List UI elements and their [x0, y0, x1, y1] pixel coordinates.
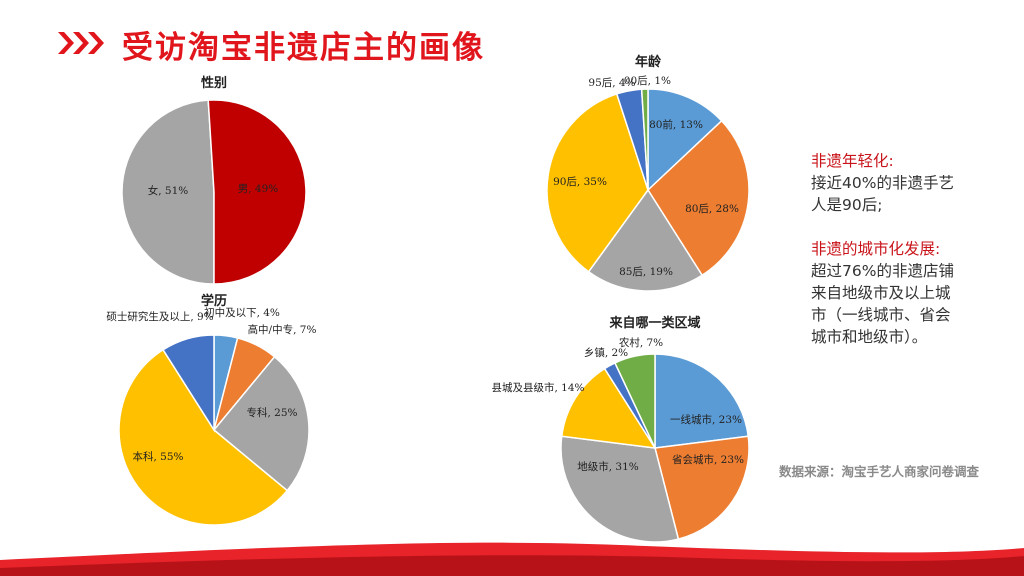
- pie-0: 男, 49% 女, 51%: [121, 99, 307, 285]
- pie-slice: [560, 435, 680, 543]
- pie-2: 初中及以下, 4% 高中/中专, 7% 专科, 25% 本科, 55% 硕士研究生及以上…: [106, 306, 317, 526]
- pie-slice: [647, 88, 723, 192]
- pie-slice: [212, 355, 310, 492]
- pie-slice: [587, 188, 704, 292]
- pie-1: 80前, 13% 80后, 28% 85后, 19% 90后, 35% 95后, 4%0…: [546, 75, 750, 292]
- slice-label: 农村, 7%: [619, 336, 663, 349]
- note-urban-line: 市（一线城市、省会: [811, 306, 951, 324]
- slice-label: 高中/中专, 7%: [248, 323, 317, 336]
- pie-slice: [121, 99, 215, 285]
- slice-label: 地级市, 31%: [577, 460, 639, 473]
- data-source-note: 数据来源：淘宝手艺人商家问卷调查: [779, 464, 980, 479]
- pie-slice: [162, 334, 215, 433]
- slice-label: 一线城市, 23%: [670, 413, 742, 426]
- pie-slice: [654, 435, 750, 540]
- education-chart-title: 学历: [200, 294, 228, 309]
- slice-label: 00后, 1%: [624, 75, 671, 87]
- pie-3: 一线城市, 23% 省会城市, 23% 地级市, 31% 县城及县级市, 14% 乡镇,…: [491, 336, 750, 543]
- slice-label: 初中及以下, 4%: [204, 306, 280, 319]
- slice-label: 本科, 55%: [132, 450, 183, 463]
- note-youth-line: 人是90后;: [811, 196, 883, 214]
- note-urban-line: 来自地级市及以上城: [811, 284, 951, 302]
- pie-slice: [118, 348, 289, 526]
- slice-label: 80前, 13%: [649, 118, 703, 131]
- slice-label: 80后, 28%: [685, 203, 739, 215]
- insight-notes: 非遗年轻化: 接近40%的非遗手艺 人是90后; 非遗的城市化发展: 超过76%…: [811, 150, 1011, 348]
- slice-label: 硕士研究生及以上, 9%: [106, 310, 213, 323]
- slice-label: 男, 49%: [238, 183, 279, 195]
- age-chart-title: 年龄: [634, 55, 662, 70]
- note-youth-heading: 非遗年轻化:: [811, 152, 894, 170]
- note-youth-line: 接近40%的非遗手艺: [811, 174, 954, 192]
- chevron-arrows-icon: [58, 32, 104, 54]
- note-urban-line: 城市和地级市）。: [811, 328, 928, 346]
- slice-label: 省会城市, 23%: [672, 453, 744, 466]
- slice-label: 85后, 19%: [619, 266, 673, 278]
- note-urban-line: 超过76%的非遗店铺: [811, 262, 954, 280]
- pie-slice: [654, 353, 750, 449]
- pie-slice: [640, 88, 649, 191]
- slice-label: 95后, 4%: [588, 77, 635, 89]
- note-urban-heading: 非遗的城市化发展:: [811, 240, 941, 258]
- region-chart-title: 来自哪一类区域: [609, 316, 701, 331]
- pie-slice: [613, 353, 656, 449]
- gender-chart-title: 性别: [200, 76, 228, 91]
- page-title: 受访淘宝非遗店主的画像: [122, 30, 485, 66]
- pie-slice: [560, 367, 657, 449]
- slice-label: 乡镇, 2%: [584, 346, 628, 359]
- slice-label: 专科, 25%: [246, 406, 297, 419]
- slice-label: 县城及县级市, 14%: [491, 381, 584, 394]
- slice-label: 90后, 35%: [553, 176, 607, 188]
- pie-slice: [207, 99, 307, 285]
- pie-slice: [546, 92, 649, 273]
- pie-slice: [647, 119, 750, 277]
- slice-label: 女, 51%: [148, 184, 189, 197]
